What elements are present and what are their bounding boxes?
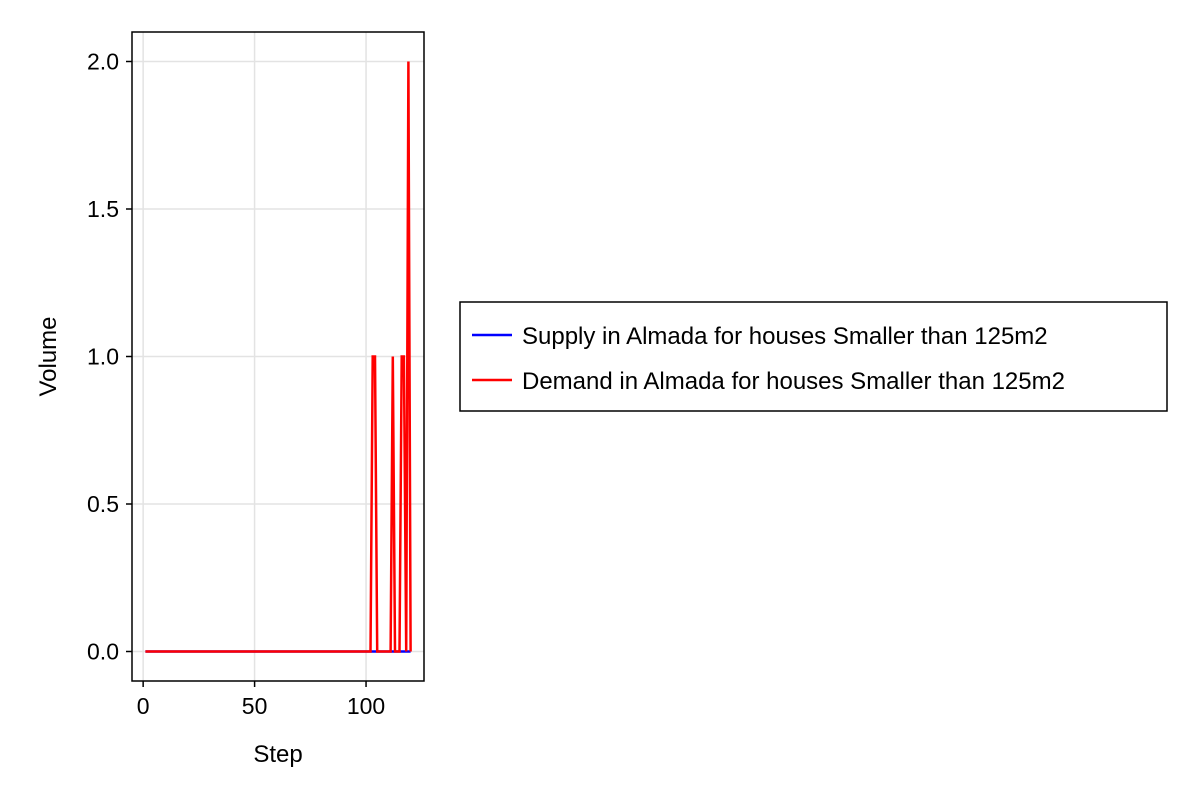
grid-lines: [132, 32, 424, 681]
legend-box: [459, 301, 1168, 412]
y-tick-label: 1.0: [87, 344, 119, 370]
y-tick-label: 0.5: [87, 491, 119, 517]
x-tick-label: 0: [137, 693, 150, 719]
x-axis-label: Step: [253, 741, 302, 768]
y-tick-label: 0.0: [87, 639, 119, 665]
y-axis-label: Volume: [35, 316, 62, 396]
series-line-demand: [145, 61, 412, 653]
y-tick-label: 1.5: [87, 196, 119, 222]
legend-label-demand: Demand in Almada for houses Smaller than…: [522, 368, 1065, 395]
x-tick-label: 100: [347, 693, 385, 719]
y-tick-label: 2.0: [87, 49, 119, 75]
legend: Supply in Almada for houses Smaller than…: [459, 301, 1168, 412]
x-tick-label: 50: [242, 693, 268, 719]
legend-label-supply: Supply in Almada for houses Smaller than…: [522, 323, 1048, 350]
data-series: [145, 61, 412, 653]
axis-ticks: 0 50 100 0.0 0.5 1.0 1.5 2.0: [87, 49, 385, 720]
